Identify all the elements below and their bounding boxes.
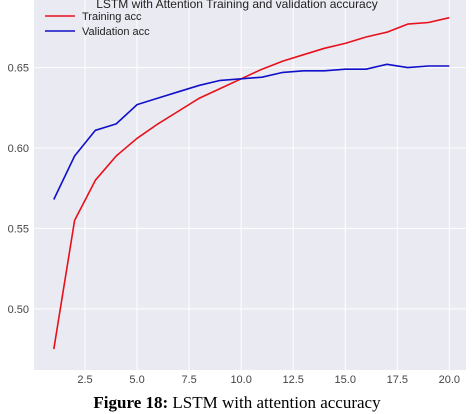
x-tick-label: 15.0 xyxy=(335,374,356,386)
x-tick-label: 10.0 xyxy=(230,374,251,386)
series-lines xyxy=(53,16,450,350)
y-axis-ticks: 0.50 0.55 0.60 0.65 xyxy=(8,63,29,316)
grid-lines xyxy=(34,0,466,370)
series-line-training xyxy=(53,16,450,350)
legend-label: Training acc xyxy=(82,11,142,23)
x-tick-label: 12.5 xyxy=(282,374,303,386)
series-line-validation xyxy=(53,63,450,200)
chart-title: LSTM with Attention Training and validat… xyxy=(96,0,378,11)
plot-area xyxy=(34,0,466,370)
y-tick-label: 0.60 xyxy=(8,143,29,155)
legend-label: Validation acc xyxy=(82,26,150,38)
x-tick-label: 2.5 xyxy=(77,374,92,386)
caption-label: Figure 18: xyxy=(93,393,169,412)
figure-caption: Figure 18: LSTM with attention accuracy xyxy=(0,393,474,413)
x-tick-label: 5.0 xyxy=(129,374,144,386)
y-tick-label: 0.55 xyxy=(8,223,29,235)
y-tick-label: 0.65 xyxy=(8,63,29,75)
legend: Training acc Validation acc xyxy=(45,11,150,38)
x-tick-label: 17.5 xyxy=(387,374,408,386)
caption-text: LSTM with attention accuracy xyxy=(168,393,381,412)
y-tick-label: 0.50 xyxy=(8,304,29,316)
accuracy-line-chart: 2.5 5.0 7.5 10.0 12.5 15.0 17.5 20.0 0.500.550.… xyxy=(8,0,466,386)
x-tick-label: 7.5 xyxy=(181,374,196,386)
x-tick-label: 20.0 xyxy=(439,374,460,386)
x-axis-ticks: 2.5 5.0 7.5 10.0 12.5 15.0 17.5 20.0 xyxy=(77,374,460,386)
